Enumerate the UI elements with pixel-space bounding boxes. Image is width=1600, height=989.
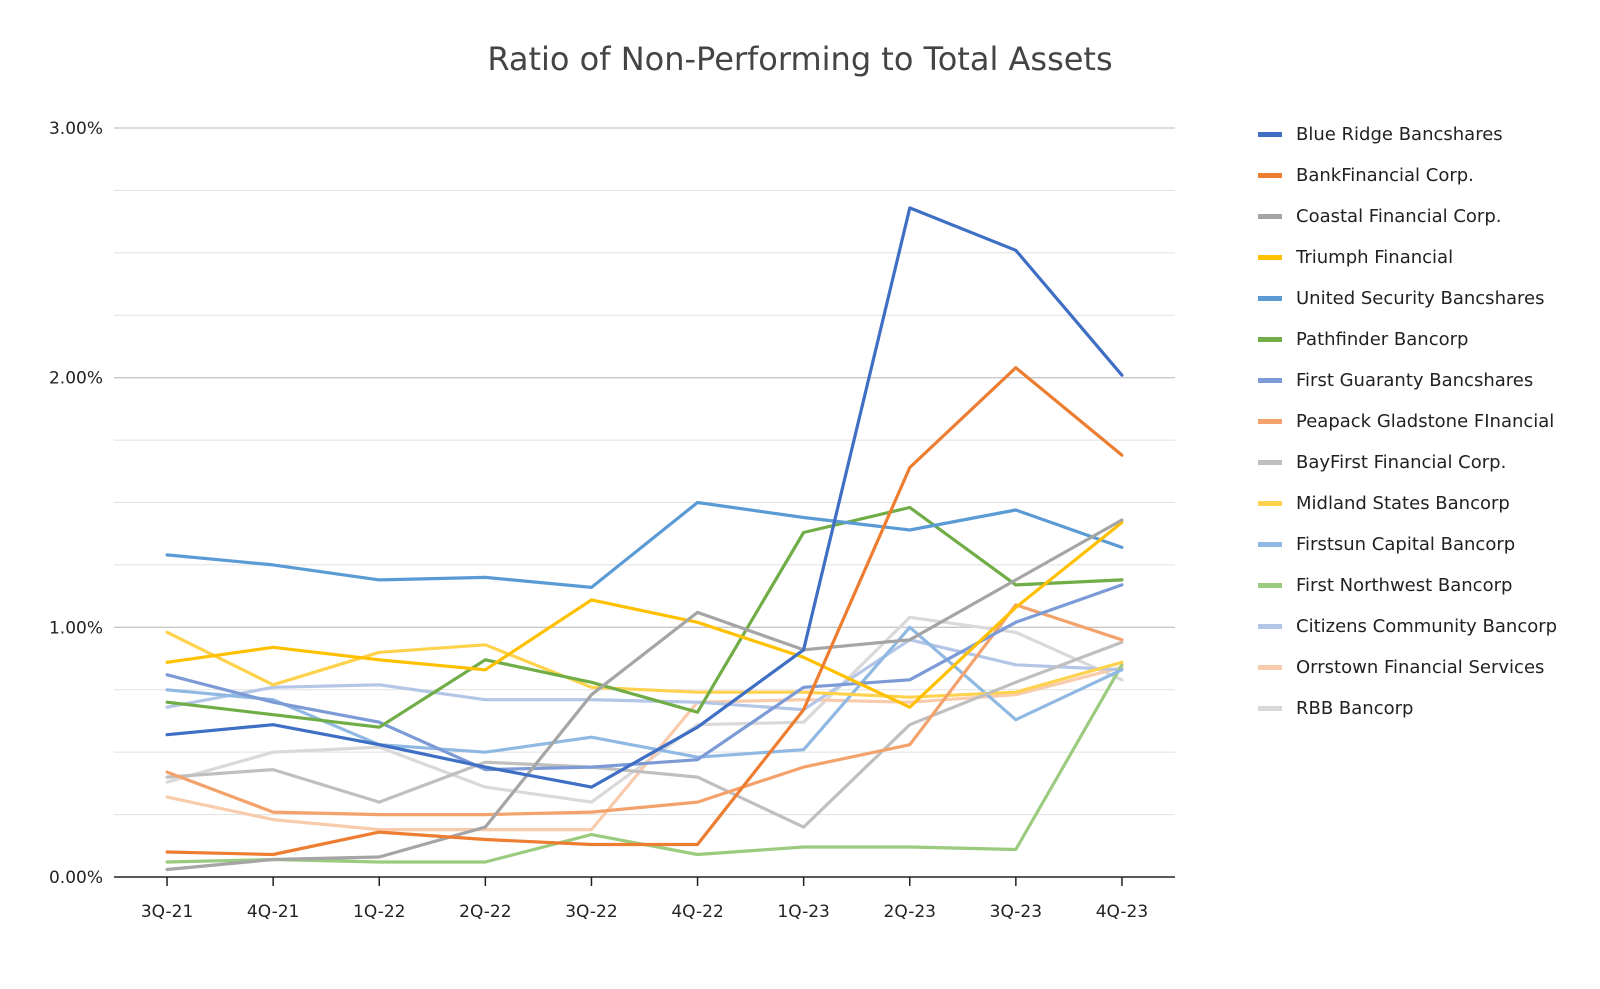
- legend-item: Pathfinder Bancorp: [1258, 319, 1598, 360]
- legend-swatch: [1258, 501, 1282, 506]
- legend-swatch: [1258, 706, 1282, 711]
- x-tick-label: 3Q-22: [565, 902, 617, 922]
- legend-item: Blue Ridge Bancshares: [1258, 114, 1598, 155]
- series-line-triumph-financial: [165, 520, 1124, 709]
- legend-item: Coastal Financial Corp.: [1258, 196, 1598, 237]
- legend-item: Midland States Bancorp: [1258, 483, 1598, 524]
- chart-title: Ratio of Non-Performing to Total Assets: [487, 40, 1113, 78]
- legend-item: First Guaranty Bancshares: [1258, 360, 1598, 401]
- series-line-coastal-financial-corp: [165, 518, 1124, 872]
- legend-label: Pathfinder Bancorp: [1296, 329, 1469, 350]
- x-tick-label: 3Q-23: [990, 902, 1042, 922]
- legend-swatch: [1258, 296, 1282, 301]
- series-line-pathfinder-bancorp: [165, 505, 1124, 729]
- legend-item: Peapack Gladstone FInancial: [1258, 401, 1598, 442]
- legend-item: RBB Bancorp: [1258, 688, 1598, 729]
- legend-item: BankFinancial Corp.: [1258, 155, 1598, 196]
- series-line-bankfinancial-corp: [165, 366, 1124, 857]
- legend-swatch: [1258, 460, 1282, 465]
- legend-label: BankFinancial Corp.: [1296, 165, 1474, 186]
- legend-swatch: [1258, 132, 1282, 137]
- x-tick-label: 2Q-23: [884, 902, 936, 922]
- legend-label: Citizens Community Bancorp: [1296, 616, 1558, 637]
- legend-label: First Northwest Bancorp: [1296, 575, 1513, 596]
- y-tick-label: 1.00%: [49, 618, 103, 638]
- legend-label: BayFirst Financial Corp.: [1296, 452, 1507, 473]
- series-line-first-guaranty-bancshares: [165, 583, 1124, 772]
- x-tick-label: 4Q-21: [247, 902, 299, 922]
- y-tick-label: 3.00%: [49, 119, 103, 139]
- x-tick-label: 2Q-22: [459, 902, 511, 922]
- series-line-firstsun-capital-bancorp: [165, 625, 1124, 759]
- legend-label: United Security Bancshares: [1296, 288, 1545, 309]
- series-line-peapack-gladstone-financial: [165, 603, 1124, 817]
- legend-swatch: [1258, 255, 1282, 260]
- legend-item: United Security Bancshares: [1258, 278, 1598, 319]
- legend-swatch: [1258, 378, 1282, 383]
- legend-label: Orrstown Financial Services: [1296, 657, 1545, 678]
- y-tick-label: 0.00%: [49, 868, 103, 888]
- legend-label: First Guaranty Bancshares: [1296, 370, 1534, 391]
- legend-label: RBB Bancorp: [1296, 698, 1414, 719]
- legend-swatch: [1258, 665, 1282, 670]
- series-line-bayfirst-financial-corp: [165, 640, 1124, 829]
- x-tick-label: 4Q-23: [1096, 902, 1148, 922]
- legend-swatch: [1258, 583, 1282, 588]
- legend-swatch: [1258, 624, 1282, 629]
- legend-label: Blue Ridge Bancshares: [1296, 124, 1503, 145]
- legend-label: Triumph Financial: [1296, 247, 1454, 268]
- x-tick-label: 4Q-22: [671, 902, 723, 922]
- series-line-united-security-bancshares: [165, 500, 1124, 590]
- legend-item: Triumph Financial: [1258, 237, 1598, 278]
- legend-swatch: [1258, 419, 1282, 424]
- x-tick-label: 1Q-22: [353, 902, 405, 922]
- legend-swatch: [1258, 173, 1282, 178]
- legend-label: Firstsun Capital Bancorp: [1296, 534, 1516, 555]
- legend-swatch: [1258, 337, 1282, 342]
- legend-label: Peapack Gladstone FInancial: [1296, 411, 1555, 432]
- legend-item: BayFirst Financial Corp.: [1258, 442, 1598, 483]
- legend-item: Orrstown Financial Services: [1258, 647, 1598, 688]
- legend-label: Midland States Bancorp: [1296, 493, 1510, 514]
- plot-area: 0.00% 1.00% 2.00% 3.00% 3Q-21 4Q-21 1Q-22 2Q-22…: [49, 119, 1175, 922]
- legend-label: Coastal Financial Corp.: [1296, 206, 1502, 227]
- y-tick-label: 2.00%: [49, 369, 103, 389]
- series-line-midland-states-bancorp: [165, 630, 1124, 699]
- legend: Blue Ridge Bancshares BankFinancial Corp.…: [1258, 114, 1598, 729]
- series-line-blue-ridge-bancshares: [165, 206, 1124, 789]
- legend-item: Citizens Community Bancorp: [1258, 606, 1598, 647]
- series-line-orrstown-financial-services: [165, 665, 1124, 832]
- legend-item: Firstsun Capital Bancorp: [1258, 524, 1598, 565]
- legend-swatch: [1258, 214, 1282, 219]
- legend-item: First Northwest Bancorp: [1258, 565, 1598, 606]
- x-tick-label: 3Q-21: [141, 902, 193, 922]
- x-tick-label: 1Q-23: [777, 902, 829, 922]
- legend-swatch: [1258, 542, 1282, 547]
